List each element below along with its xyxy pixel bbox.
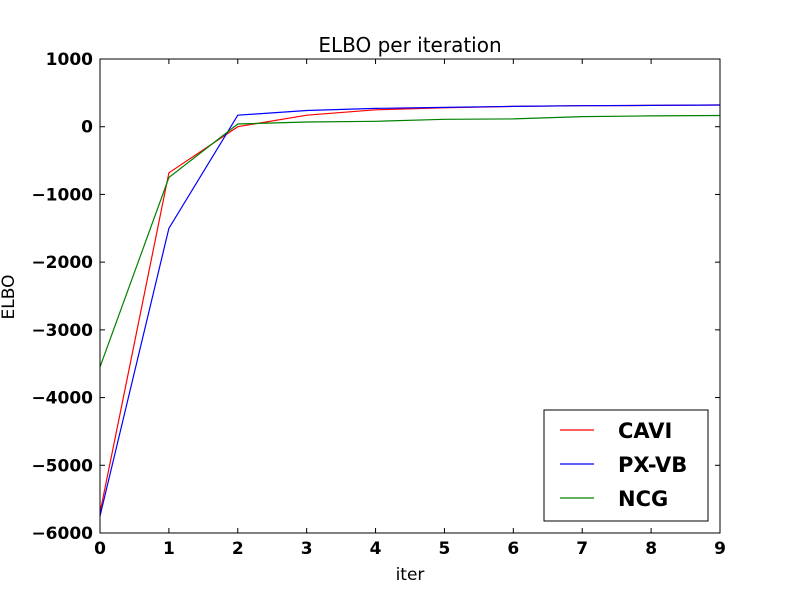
plot-area xyxy=(99,58,721,534)
chart-title: ELBO per iteration xyxy=(318,33,501,57)
x-tick-label: 1 xyxy=(163,539,175,559)
y-tick-label: −5000 xyxy=(31,456,93,476)
series-line-px-vb xyxy=(99,104,721,517)
x-tick-label: 6 xyxy=(507,539,519,559)
y-tick-label: −3000 xyxy=(31,321,93,341)
axes-frame xyxy=(99,58,721,534)
y-tick-label: −4000 xyxy=(31,389,93,409)
legend-label: NCG xyxy=(618,487,668,511)
y-tick-label: −1000 xyxy=(31,185,93,205)
legend-box xyxy=(543,409,709,522)
legend: CAVI PX-VB NCG xyxy=(543,409,709,522)
x-tick-label: 8 xyxy=(645,539,657,559)
x-tick-label: 2 xyxy=(232,539,244,559)
x-axis-label: iter xyxy=(396,565,425,585)
axis-ticks: 0 1 2 3 4 5 6 7 8 9 −6000 −5000 −4000 −3000 −2000 −1000… xyxy=(31,50,725,559)
y-tick-label: 0 xyxy=(81,118,93,138)
legend-label: PX-VB xyxy=(618,453,687,477)
x-tick-label: 5 xyxy=(439,539,451,559)
x-tick-label: 0 xyxy=(94,539,106,559)
y-tick-label: −2000 xyxy=(31,253,93,273)
y-tick-label: 1000 xyxy=(46,50,93,70)
y-tick-label: −6000 xyxy=(31,524,93,544)
x-tick-label: 9 xyxy=(714,539,726,559)
x-tick-label: 4 xyxy=(370,539,382,559)
legend-label: CAVI xyxy=(618,419,672,443)
series-line-ncg xyxy=(99,114,721,368)
x-tick-label: 3 xyxy=(301,539,313,559)
y-axis-label: ELBO xyxy=(0,275,19,320)
x-tick-label: 7 xyxy=(576,539,588,559)
